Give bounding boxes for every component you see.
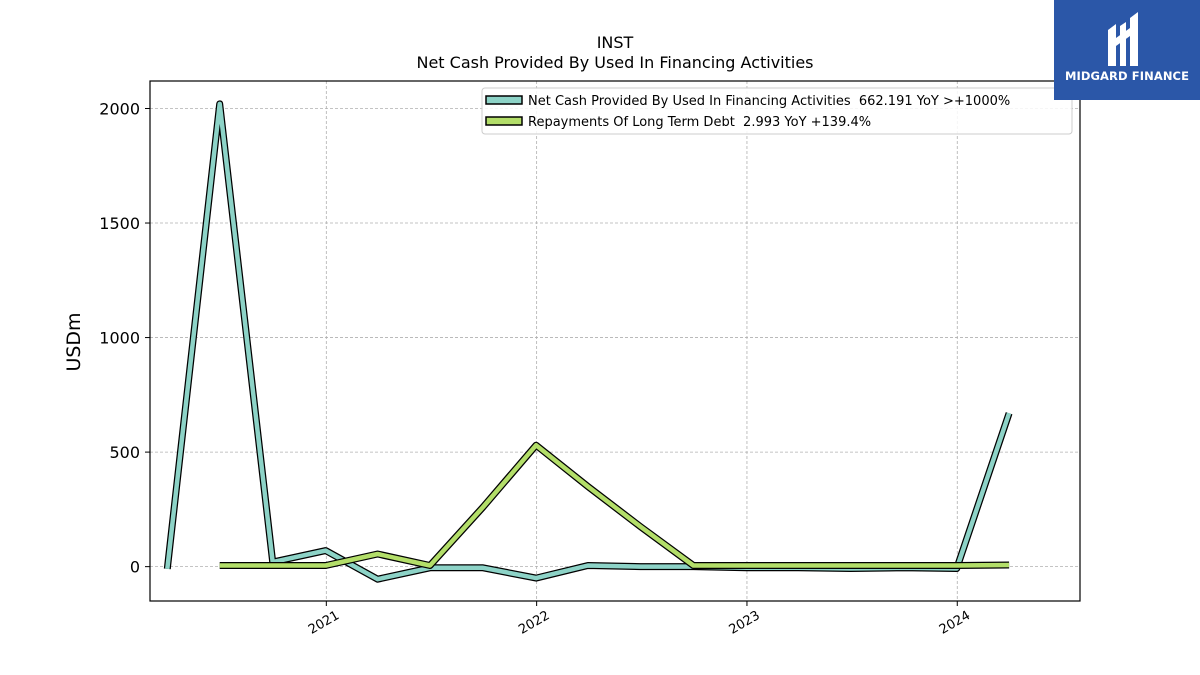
y-tick-label: 500 <box>109 443 140 462</box>
chart-subtitle: Net Cash Provided By Used In Financing A… <box>416 53 813 72</box>
logo-text: MIDGARD FINANCE <box>1064 69 1190 83</box>
x-tick-label: 2021 <box>306 608 342 638</box>
y-tick-label: 1500 <box>99 214 140 233</box>
midgard-logo-icon <box>1108 12 1138 66</box>
midgard-finance-logo: MIDGARD FINANCE <box>1054 0 1200 100</box>
series-line-1 <box>219 442 1010 568</box>
series-lines <box>163 100 1013 583</box>
series-outline-0 <box>163 100 1013 583</box>
legend-box <box>481 87 1073 135</box>
x-tick-label: 2022 <box>516 608 552 638</box>
y-tick-label: 2000 <box>99 99 140 118</box>
x-tick-label: 2023 <box>727 608 763 638</box>
x-tick-label: 2024 <box>937 608 973 638</box>
legend-label-0: Net Cash Provided By Used In Financing A… <box>528 94 1010 109</box>
series-line-0 <box>165 101 1012 582</box>
legend-label-1: Repayments Of Long Term Debt 2.993 YoY +… <box>528 115 871 130</box>
legend: Net Cash Provided By Used In Financing A… <box>481 87 1073 135</box>
plot-area-frame <box>149 80 1081 602</box>
legend-swatch-0 <box>485 95 523 105</box>
chart-title: INST <box>597 33 634 52</box>
y-axis-label: USDm <box>63 312 85 371</box>
gridlines <box>150 81 1080 601</box>
legend-swatch-1 <box>485 116 523 126</box>
y-tick-label: 0 <box>130 558 140 577</box>
y-tick-label: 1000 <box>99 329 140 348</box>
